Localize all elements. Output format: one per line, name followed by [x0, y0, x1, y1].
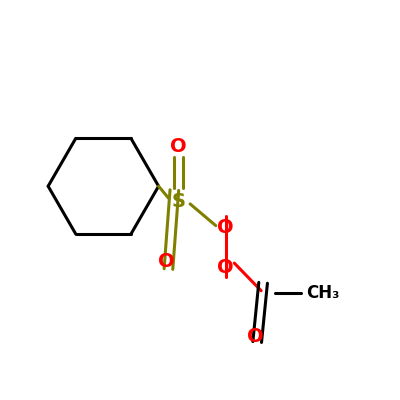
Text: CH₃: CH₃: [306, 284, 340, 302]
Text: O: O: [158, 252, 175, 271]
Text: O: O: [170, 137, 187, 156]
Text: O: O: [247, 326, 264, 346]
Text: O: O: [217, 218, 234, 237]
Text: S: S: [171, 192, 185, 212]
Text: O: O: [217, 258, 234, 276]
